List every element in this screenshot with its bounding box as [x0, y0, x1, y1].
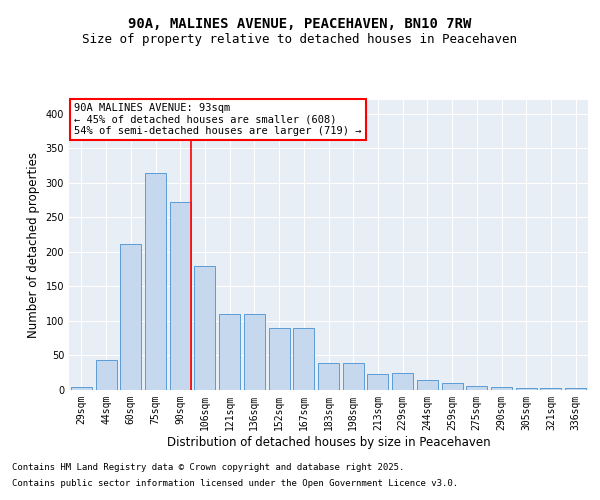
Bar	[318, 363, 339, 390]
Bar	[95, 360, 116, 390]
X-axis label: Distribution of detached houses by size in Peacehaven: Distribution of detached houses by size …	[167, 436, 490, 448]
Bar	[244, 314, 265, 390]
Text: Contains HM Land Registry data © Crown copyright and database right 2025.: Contains HM Land Registry data © Crown c…	[12, 464, 404, 472]
Bar	[417, 380, 438, 390]
Bar	[392, 372, 413, 390]
Bar	[491, 386, 512, 390]
Bar	[219, 314, 240, 390]
Bar	[565, 388, 586, 390]
Text: 90A, MALINES AVENUE, PEACEHAVEN, BN10 7RW: 90A, MALINES AVENUE, PEACEHAVEN, BN10 7R…	[128, 18, 472, 32]
Bar	[194, 266, 215, 390]
Text: Contains public sector information licensed under the Open Government Licence v3: Contains public sector information licen…	[12, 478, 458, 488]
Bar	[269, 328, 290, 390]
Bar	[170, 202, 191, 390]
Bar	[541, 388, 562, 390]
Bar	[120, 244, 141, 390]
Text: Size of property relative to detached houses in Peacehaven: Size of property relative to detached ho…	[83, 32, 517, 46]
Bar	[145, 172, 166, 390]
Y-axis label: Number of detached properties: Number of detached properties	[27, 152, 40, 338]
Bar	[71, 386, 92, 390]
Bar	[466, 386, 487, 390]
Bar	[516, 388, 537, 390]
Bar	[343, 363, 364, 390]
Bar	[442, 383, 463, 390]
Bar	[367, 374, 388, 390]
Bar	[293, 328, 314, 390]
Text: 90A MALINES AVENUE: 93sqm
← 45% of detached houses are smaller (608)
54% of semi: 90A MALINES AVENUE: 93sqm ← 45% of detac…	[74, 103, 362, 136]
